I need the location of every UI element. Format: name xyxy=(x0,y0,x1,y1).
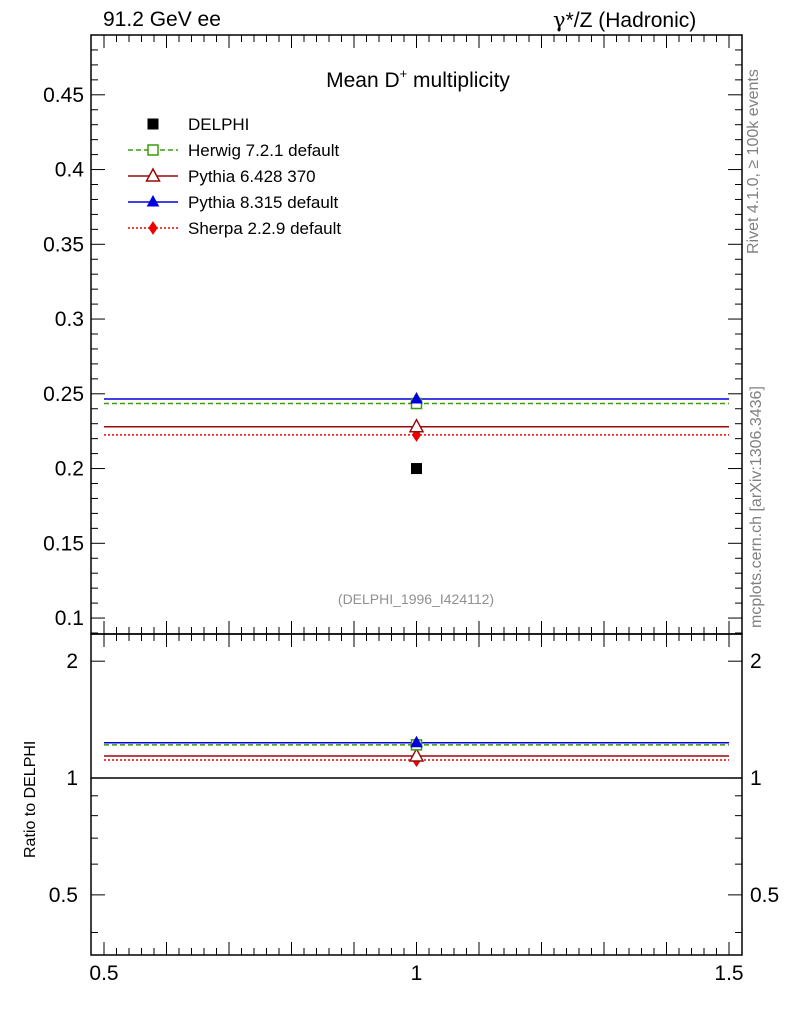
ratio-marker-pythia8 xyxy=(410,735,423,748)
x-tick-label: 1 xyxy=(411,962,423,985)
y-tick-label: 0.4 xyxy=(55,159,85,182)
legend-marker-sherpa xyxy=(148,221,158,235)
legend-label-herwig: Herwig 7.2.1 default xyxy=(188,141,339,160)
header-left: 91.2 GeV ee xyxy=(103,8,221,31)
legend-label-pythia6: Pythia 6.428 370 xyxy=(188,167,316,186)
ratio-y-tick-label: 0.5 xyxy=(49,884,78,907)
legend-marker-delphi xyxy=(147,118,159,130)
legend-label-delphi: DELPHI xyxy=(188,115,249,134)
y-tick-label: 0.25 xyxy=(43,383,84,406)
legend-label-sherpa: Sherpa 2.2.9 default xyxy=(188,219,341,238)
ratio-y-tick-label: 1 xyxy=(66,767,78,790)
y-tick-label: 0.45 xyxy=(43,84,84,107)
x-tick-label: 0.5 xyxy=(89,962,118,985)
ratio-y-tick-label: 2 xyxy=(66,650,78,673)
ratio-frame xyxy=(90,633,743,956)
legend-label-pythia8: Pythia 8.315 default xyxy=(188,193,339,212)
y-tick-label: 0.1 xyxy=(55,607,84,630)
ratio-marker-pythia6 xyxy=(408,747,425,762)
y-tick-label: 0.15 xyxy=(43,532,84,555)
legend: DELPHI Herwig 7.2.1 default Pythia 6.428 3… xyxy=(128,115,341,238)
series-marker-pythia8 xyxy=(410,391,423,404)
legend-marker-pythia8 xyxy=(146,194,160,207)
ratio-y-tick-label-right: 2 xyxy=(750,650,762,673)
header-right: γ*/Z (Hadronic) xyxy=(553,8,696,33)
data-point-delphi xyxy=(411,463,422,475)
ratio-y-tick-label-right: 0.5 xyxy=(750,884,779,907)
x-tick-label: 1.5 xyxy=(714,962,743,985)
analysis-id: (DELPHI_1996_I424112) xyxy=(338,591,494,607)
y-tick-label: 0.2 xyxy=(55,458,84,481)
legend-marker-herwig xyxy=(147,144,159,156)
ratio-y-tick-label-right: 1 xyxy=(750,767,762,790)
series-marker-pythia6 xyxy=(408,418,425,433)
y-tick-label: 0.35 xyxy=(43,233,84,256)
y-tick-label: 0.3 xyxy=(55,308,84,331)
process-label: */Z (Hadronic) xyxy=(565,9,697,32)
legend-marker-pythia6 xyxy=(145,167,161,182)
chart-title: Mean D+ multiplicity xyxy=(326,66,510,92)
gamma-symbol: γ xyxy=(553,8,566,32)
